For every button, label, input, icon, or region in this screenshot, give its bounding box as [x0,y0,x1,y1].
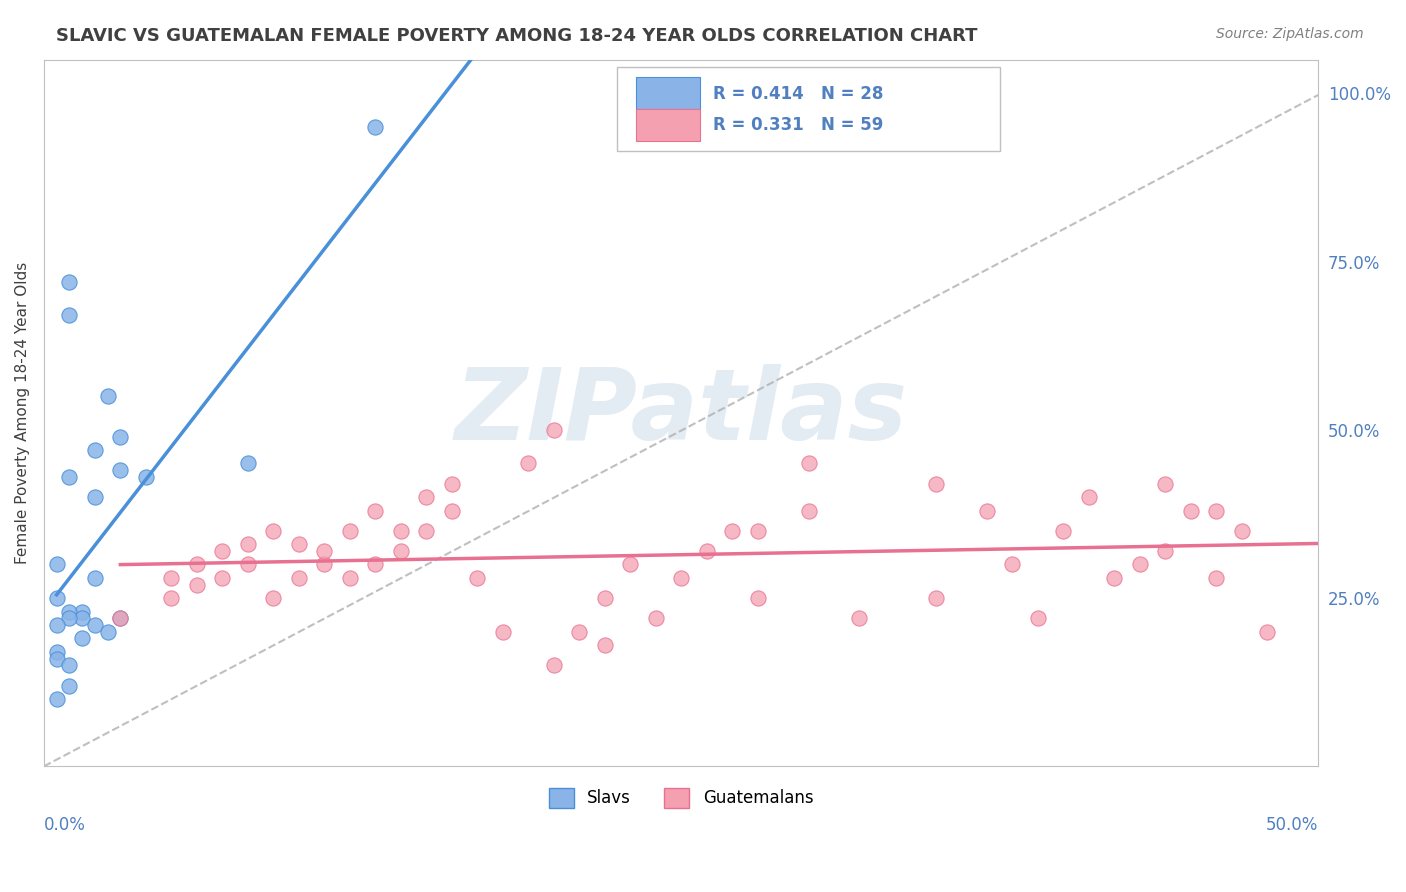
Point [110,611,132,625]
Text: R = 0.331   N = 59: R = 0.331 N = 59 [713,116,883,135]
Text: ZIPatlas: ZIPatlas [454,365,908,461]
Y-axis label: Female Poverty Among 18-24 Year Olds: Female Poverty Among 18-24 Year Olds [15,262,30,564]
Point [721,524,744,538]
Text: Source: ZipAtlas.com: Source: ZipAtlas.com [1216,27,1364,41]
Point [314,558,336,572]
Point [1104,571,1126,585]
Point [58,605,80,619]
Point [45,558,67,572]
Point [492,624,515,639]
Point [364,558,387,572]
Point [83,442,105,457]
Point [848,611,870,625]
Point [593,591,616,605]
Point [644,611,666,625]
Legend: Slavs, Guatemalans: Slavs, Guatemalans [543,780,820,814]
Point [389,544,412,558]
Point [287,571,309,585]
Point [186,577,208,591]
Point [925,476,948,491]
Point [440,503,463,517]
Point [339,571,361,585]
Point [160,571,183,585]
Text: 50.0%: 50.0% [1265,816,1319,834]
Point [747,524,769,538]
Point [97,389,120,403]
Point [110,611,132,625]
Point [568,624,591,639]
Point [45,651,67,665]
Point [619,558,641,572]
Point [364,503,387,517]
Point [517,457,540,471]
FancyBboxPatch shape [637,78,700,109]
Point [110,463,132,477]
Point [1205,503,1227,517]
Text: R = 0.414   N = 28: R = 0.414 N = 28 [713,85,883,103]
Point [339,524,361,538]
Point [58,611,80,625]
Point [83,571,105,585]
Point [925,591,948,605]
Point [236,558,259,572]
Point [1026,611,1049,625]
Point [415,524,437,538]
Point [110,429,132,443]
Point [543,658,565,673]
Point [58,470,80,484]
Point [1052,524,1074,538]
Point [160,591,183,605]
Point [45,692,67,706]
Point [58,679,80,693]
Point [236,457,259,471]
Point [45,618,67,632]
FancyBboxPatch shape [637,109,700,141]
Point [83,490,105,504]
Point [186,558,208,572]
Point [797,503,820,517]
Point [1230,524,1253,538]
Point [287,537,309,551]
Point [45,591,67,605]
Point [1077,490,1099,504]
Point [211,571,233,585]
Point [45,645,67,659]
Point [465,571,488,585]
Point [211,544,233,558]
Point [364,120,387,134]
Point [236,537,259,551]
FancyBboxPatch shape [617,67,1000,152]
Point [1256,624,1278,639]
Point [696,544,718,558]
Text: SLAVIC VS GUATEMALAN FEMALE POVERTY AMONG 18-24 YEAR OLDS CORRELATION CHART: SLAVIC VS GUATEMALAN FEMALE POVERTY AMON… [56,27,977,45]
Point [97,624,120,639]
Point [1154,476,1177,491]
Point [58,309,80,323]
Point [70,605,93,619]
Point [797,457,820,471]
Point [747,591,769,605]
Point [1180,503,1202,517]
Point [314,544,336,558]
Point [70,611,93,625]
Point [389,524,412,538]
Point [976,503,998,517]
Point [262,524,284,538]
Point [135,470,157,484]
Point [669,571,692,585]
Text: 0.0%: 0.0% [44,816,86,834]
Point [415,490,437,504]
Point [593,638,616,652]
Point [1205,571,1227,585]
Point [1154,544,1177,558]
Point [1001,558,1024,572]
Point [1129,558,1152,572]
Point [262,591,284,605]
Point [83,618,105,632]
Point [58,658,80,673]
Point [58,275,80,289]
Point [440,476,463,491]
Point [543,423,565,437]
Point [70,632,93,646]
